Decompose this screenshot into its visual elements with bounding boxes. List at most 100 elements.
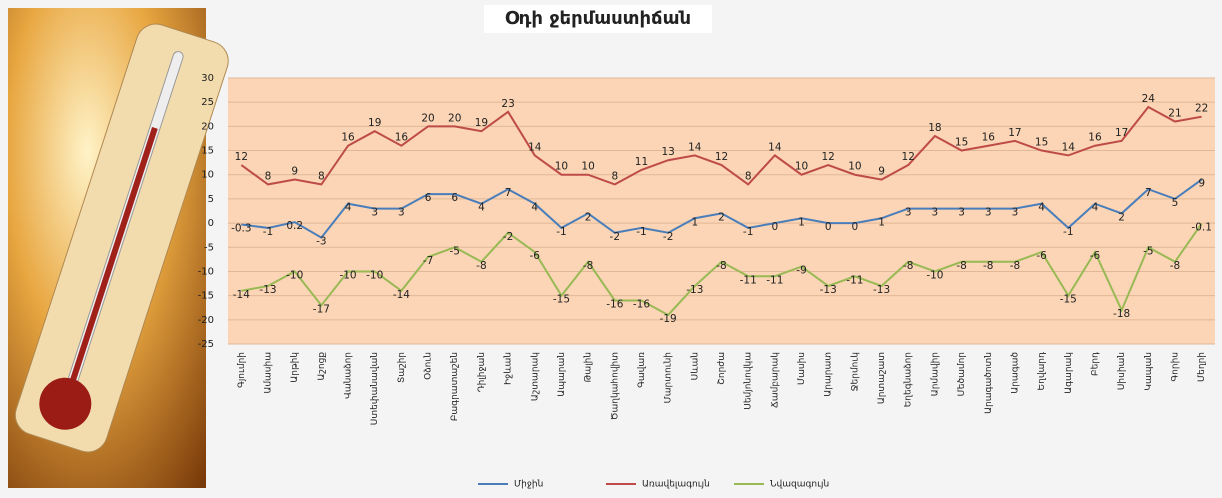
data-label: 3 — [932, 207, 939, 219]
data-label: -10 — [339, 269, 356, 281]
data-label: -1 — [1063, 226, 1073, 238]
data-label: -10 — [286, 269, 303, 281]
data-label: -19 — [660, 313, 677, 325]
data-label: 8 — [611, 170, 618, 182]
x-tick-label: Արագած — [1010, 352, 1020, 394]
data-label: 19 — [475, 117, 488, 129]
data-label: -16 — [606, 298, 623, 310]
y-tick-label: 15 — [201, 146, 214, 157]
data-label: 2 — [1118, 211, 1125, 223]
y-tick-label: 25 — [201, 97, 214, 108]
data-label: -8 — [1010, 260, 1020, 272]
data-label: -6 — [1090, 250, 1101, 262]
x-tick-label: Բերդ — [1090, 352, 1100, 376]
y-tick-label: 30 — [201, 73, 214, 84]
data-label: 0 — [772, 221, 779, 233]
data-label: -10 — [926, 269, 943, 281]
data-label: 13 — [661, 146, 674, 158]
x-tick-label: Արարատ — [824, 352, 834, 397]
legend-label: Առավելագույն — [642, 480, 710, 490]
data-label: 20 — [421, 112, 434, 124]
x-tick-label: Գյումրի — [237, 352, 247, 388]
data-label: -8 — [583, 260, 593, 272]
data-label: -8 — [1170, 260, 1180, 272]
x-tick-label: Մարտունի — [664, 352, 674, 403]
data-label: -18 — [1113, 308, 1130, 320]
series-line — [240, 105, 1202, 186]
data-label: -6 — [530, 250, 541, 262]
data-label: -10 — [366, 269, 383, 281]
data-label: 3 — [398, 207, 405, 219]
x-tick-label: Գորիս — [1170, 352, 1180, 382]
chart-title: Օդի ջերմաստիճան — [505, 8, 691, 29]
data-label: -5 — [450, 245, 460, 257]
x-tick-label: Արթիկ — [290, 352, 300, 383]
data-label: -13 — [873, 284, 890, 296]
data-label: 3 — [905, 207, 912, 219]
data-label: -13 — [686, 284, 703, 296]
data-label: -13 — [259, 284, 276, 296]
data-label: 11 — [635, 156, 648, 168]
data-label: 4 — [1038, 202, 1045, 214]
data-label: 20 — [448, 112, 461, 124]
x-tick-label: Աշոցք — [317, 352, 327, 381]
data-label: -2 — [663, 231, 673, 243]
y-tick-label: -20 — [198, 315, 214, 326]
data-label: -3 — [316, 236, 326, 248]
data-label: 12 — [902, 151, 915, 163]
data-label: -1 — [556, 226, 566, 238]
data-label: 16 — [341, 132, 355, 144]
x-tick-label: Դիլիջան — [477, 352, 487, 392]
data-label: 3 — [371, 207, 378, 219]
data-label: 7 — [1145, 187, 1152, 199]
data-label: 16 — [1088, 132, 1102, 144]
y-tick-label: -5 — [204, 242, 214, 253]
data-label: 3 — [958, 207, 965, 219]
x-tick-label: Արտաշատ — [877, 352, 887, 404]
data-label: 1 — [691, 216, 698, 228]
x-tick-label: Ջերմուկ — [850, 352, 860, 391]
data-label: -8 — [983, 260, 993, 272]
data-label: 14 — [688, 141, 702, 153]
x-tick-label: Սևան — [690, 352, 700, 380]
y-tick-label: -25 — [198, 339, 214, 350]
data-label: 4 — [478, 202, 485, 214]
data-label: 9 — [291, 166, 298, 178]
x-tick-label: Ապարան — [557, 352, 567, 397]
y-tick-label: 20 — [201, 121, 214, 132]
data-label: -11 — [766, 274, 783, 286]
x-tick-label: Ճամբարակ — [770, 352, 780, 408]
data-label: -1 — [263, 226, 273, 238]
y-tick-label: 0 — [208, 218, 214, 229]
data-label: 6 — [425, 192, 432, 204]
data-label: -11 — [740, 274, 757, 286]
data-label: 1 — [878, 216, 885, 228]
data-label: 14 — [1062, 141, 1076, 153]
data-label: -16 — [633, 298, 650, 310]
x-tick-label: Տաշիր — [397, 352, 407, 383]
series-line — [241, 178, 1203, 239]
x-tick-label: Մասիս — [797, 352, 807, 385]
x-tick-label: Իջևան — [504, 352, 514, 385]
data-label: -13 — [820, 284, 837, 296]
data-label: 3 — [985, 207, 992, 219]
data-label: 4 — [1092, 202, 1099, 214]
x-tick-label: Ստեփանավան — [370, 352, 380, 425]
data-label: 22 — [1195, 103, 1208, 115]
x-tick-label: Շորժա — [717, 352, 727, 385]
x-tick-label: Սեմյոնովկա — [744, 352, 754, 410]
data-label: -15 — [553, 294, 570, 306]
data-label: 15 — [1035, 137, 1048, 149]
data-label: 4 — [345, 202, 352, 214]
data-label: 9 — [878, 166, 885, 178]
data-label: -1 — [743, 226, 753, 238]
x-tick-label: Մեղրի — [1197, 352, 1207, 382]
data-label: -0.3 — [231, 223, 252, 235]
data-label: 16 — [395, 132, 409, 144]
data-label: 12 — [822, 151, 835, 163]
data-label: 10 — [581, 161, 594, 173]
data-label: 8 — [318, 170, 325, 182]
x-tick-label: Ագարակ — [1064, 352, 1074, 394]
data-label: -1 — [636, 226, 646, 238]
data-label: -8 — [956, 260, 966, 272]
